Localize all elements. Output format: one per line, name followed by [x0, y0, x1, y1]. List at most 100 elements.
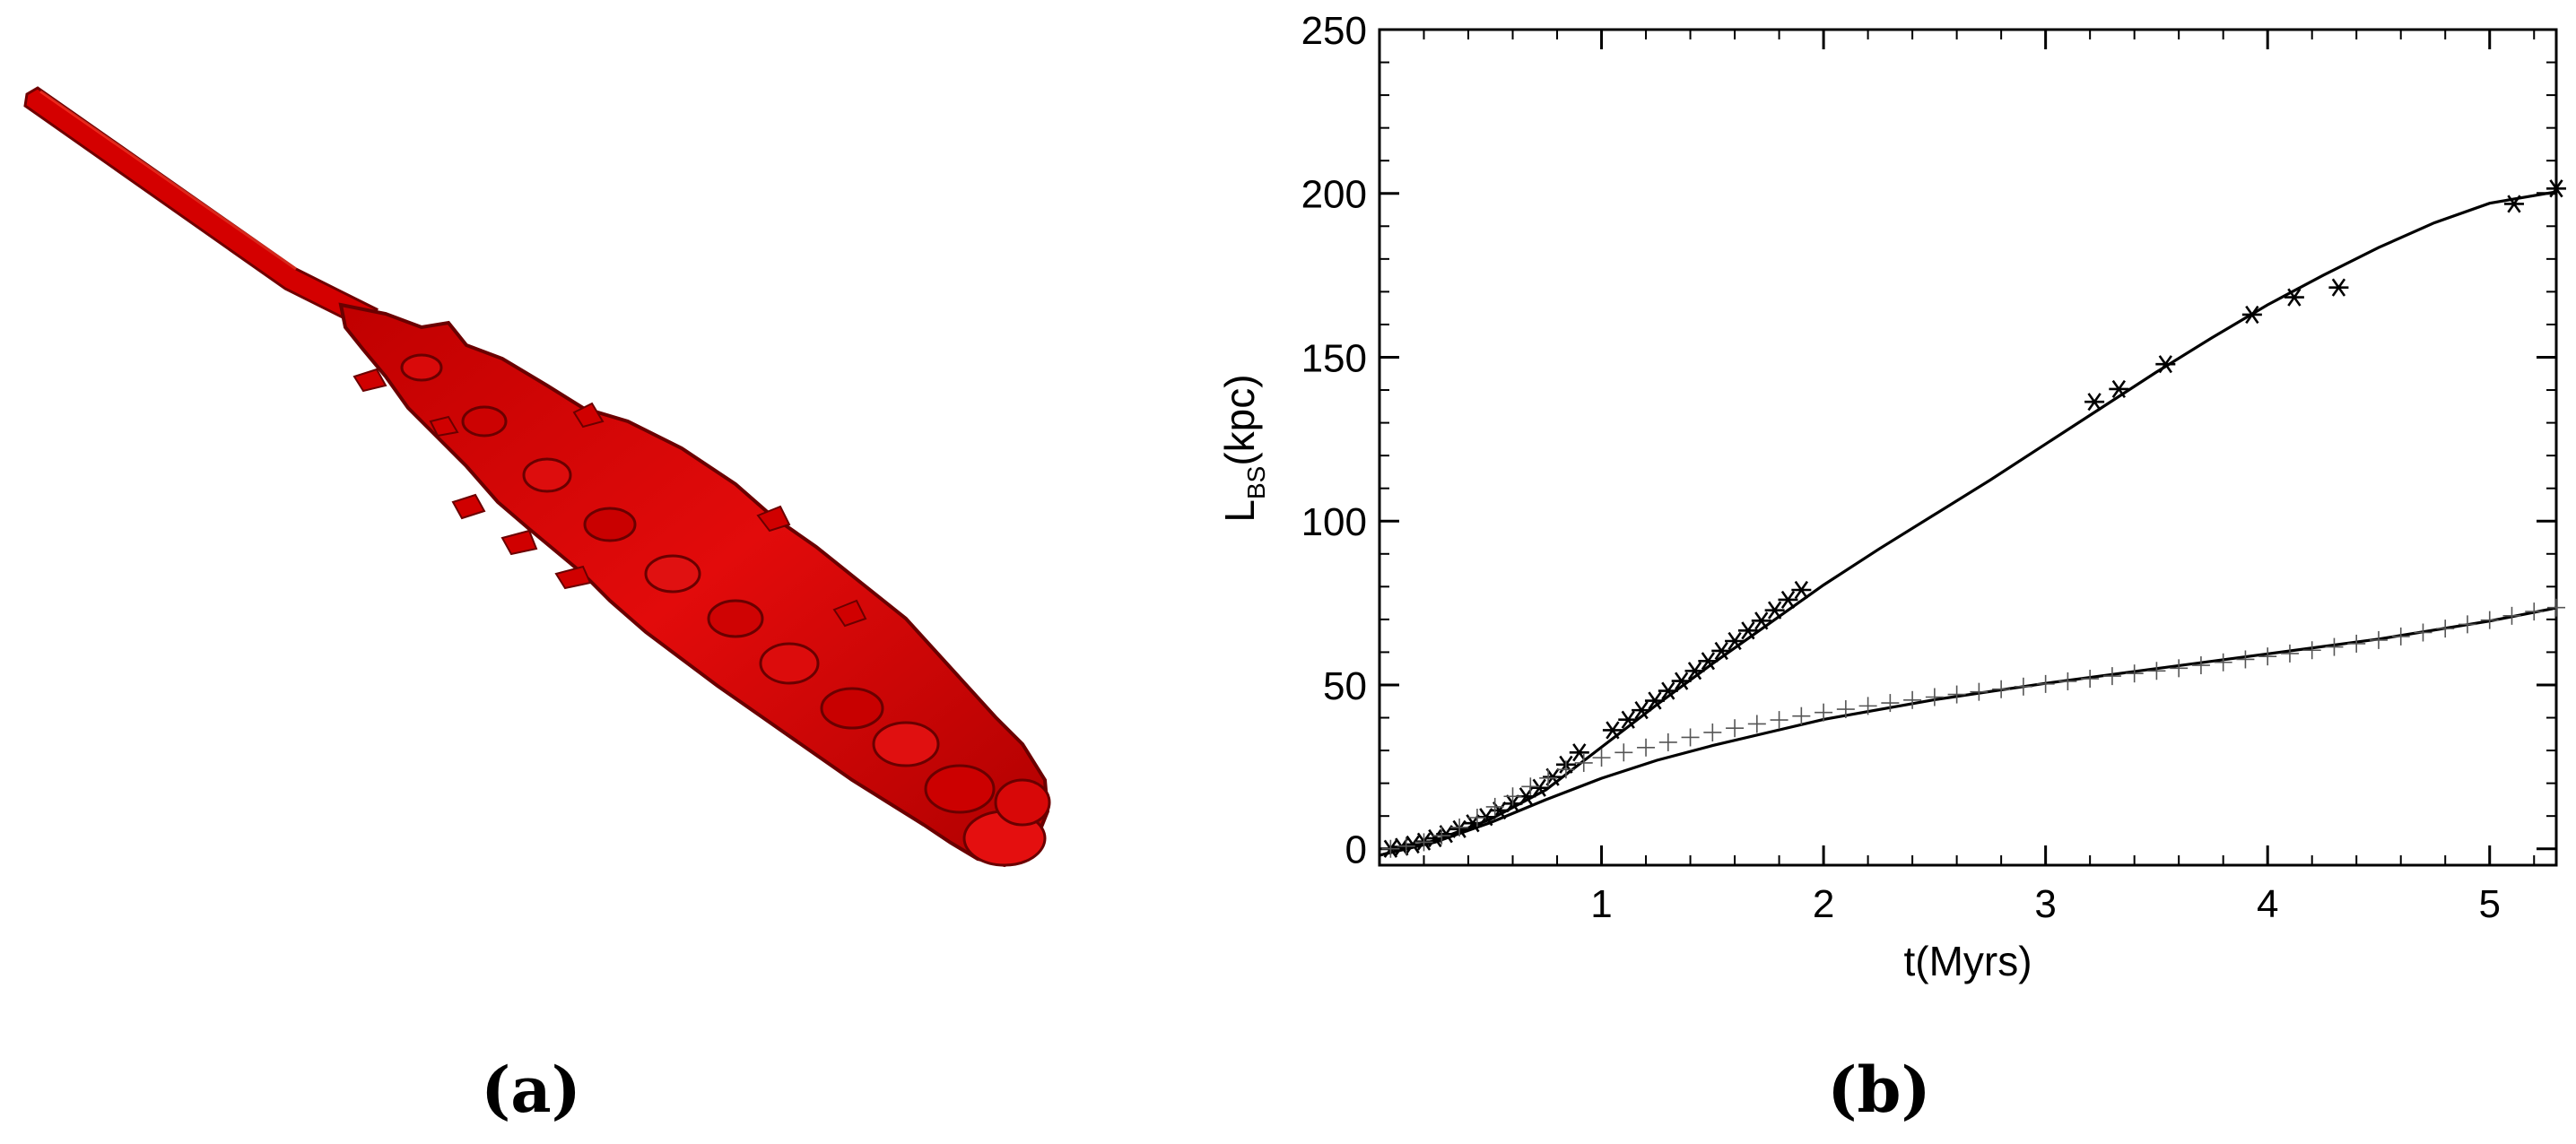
y-axis-label-main: L	[1216, 499, 1263, 523]
plus-marker	[1726, 719, 1745, 738]
plus-marker	[2391, 627, 2410, 646]
plus-marker	[1450, 818, 1469, 836]
y-axis-label: LBS(kpc)	[1216, 374, 1270, 522]
plus-marker	[2280, 644, 2299, 663]
plus-marker	[1792, 706, 1811, 725]
asterisk-marker	[1644, 691, 1665, 710]
asterisk-marker	[1602, 721, 1623, 740]
asterisk-marker	[1529, 778, 1550, 797]
y-tick-label: 50	[1323, 664, 1367, 708]
asterisk-marker	[2155, 355, 2176, 374]
plus-marker	[2502, 606, 2521, 625]
asterisk-marker	[2241, 305, 2262, 325]
plus-marker	[1681, 728, 1700, 747]
x-axis-label: t(Myrs)	[1903, 938, 2032, 984]
y-axis: 0 50 100 150 200 250	[1301, 9, 2556, 872]
asterisk-marker	[2084, 393, 2105, 412]
x-tick-label: 3	[2034, 882, 2056, 926]
plus-marker	[2236, 650, 2255, 669]
plus-marker	[2214, 653, 2232, 672]
y-tick-label: 100	[1301, 500, 1367, 544]
asterisk-marker	[2109, 379, 2129, 399]
plus-marker	[2436, 620, 2455, 638]
plus-marker	[2525, 602, 2544, 621]
plus-marker	[2081, 670, 2100, 689]
x-tick-label: 4	[2257, 882, 2278, 926]
plus-marker	[2480, 611, 2499, 629]
jet-isosurface-render	[23, 86, 1051, 868]
asterisk-marker	[1671, 672, 1692, 690]
plus-marker	[1858, 697, 1877, 715]
plus-marker	[2302, 641, 2321, 660]
plus-marker	[2147, 662, 2166, 680]
asterisk-marker	[1684, 662, 1705, 680]
plus-marker	[1815, 703, 1833, 722]
asterisk-marker	[2284, 288, 2304, 307]
y-axis-label-subscript: BS	[1242, 466, 1270, 499]
plus-marker	[1658, 732, 1677, 751]
plus-marker	[1925, 688, 1944, 706]
asterisk-marker	[1737, 621, 1758, 640]
plus-marker	[1970, 682, 1989, 701]
plus-marker	[2369, 630, 2388, 649]
asterisk-marker	[2328, 278, 2349, 297]
plus-marker	[1747, 715, 1766, 733]
panel-b-label: (b)	[1827, 1053, 1930, 1127]
panel-a-label: (a)	[481, 1053, 581, 1127]
asterisk-marker	[1764, 601, 1785, 620]
asterisk-marker	[2503, 195, 2524, 213]
plus-marker	[2258, 647, 2277, 666]
plus-marker	[2170, 659, 2189, 678]
plot-frame	[1378, 28, 2558, 867]
asterisk-marker	[1658, 681, 1678, 700]
plus-marker	[2036, 674, 2055, 693]
series-2-fit-line	[1379, 606, 2557, 857]
y-tick-label: 150	[1301, 336, 1367, 380]
asterisk-marker	[1698, 652, 1719, 671]
series-layer	[1379, 179, 2566, 858]
plus-marker	[2547, 598, 2565, 617]
y-tick-label: 250	[1301, 9, 1367, 53]
plus-marker	[1903, 690, 1922, 709]
plus-marker	[2014, 677, 2032, 696]
plus-marker	[2458, 615, 2476, 634]
asterisk-marker	[1618, 710, 1639, 729]
plus-marker	[2125, 664, 2144, 683]
plus-marker	[2102, 667, 2121, 686]
x-tick-label: 1	[1590, 882, 1612, 926]
plus-marker	[1521, 777, 1540, 796]
series-1-fit-line	[1379, 190, 2557, 857]
x-axis: 1 2 3 4 5	[1423, 30, 2536, 926]
plus-marker	[2058, 672, 2077, 690]
plus-marker	[1592, 749, 1611, 767]
plus-marker	[1770, 711, 1788, 730]
plus-marker	[1703, 723, 1722, 741]
plus-marker	[1467, 809, 1486, 828]
plus-marker	[2347, 634, 2366, 653]
plus-marker	[1539, 768, 1558, 787]
x-tick-label: 2	[1813, 882, 1834, 926]
y-tick-label: 200	[1301, 173, 1367, 217]
plus-marker	[1574, 753, 1593, 772]
chart-panel-b: 1 2 3 4 5 0 50 100 150 200 250 t(Myrs) LBS(kpc)	[1216, 9, 2566, 984]
plus-marker	[1381, 839, 1400, 858]
plus-marker	[1556, 760, 1575, 779]
asterisk-marker	[1632, 701, 1652, 720]
plus-marker	[1637, 738, 1656, 757]
plus-marker	[2414, 623, 2432, 642]
plus-marker	[1947, 685, 1966, 704]
plus-marker	[1992, 680, 2011, 698]
asterisk-marker	[1751, 611, 1771, 630]
plus-marker	[1503, 787, 1522, 806]
x-tick-label: 5	[2478, 882, 2500, 926]
plus-marker	[1614, 743, 1633, 762]
y-axis-label-unit: (kpc)	[1216, 374, 1263, 465]
plus-marker	[1432, 827, 1451, 845]
plus-marker	[1836, 700, 1855, 719]
asterisk-marker	[2546, 179, 2566, 198]
plus-marker	[2325, 637, 2344, 656]
asterisk-marker	[1725, 631, 1745, 651]
series-2	[1379, 598, 2565, 858]
plus-marker	[1414, 833, 1433, 852]
